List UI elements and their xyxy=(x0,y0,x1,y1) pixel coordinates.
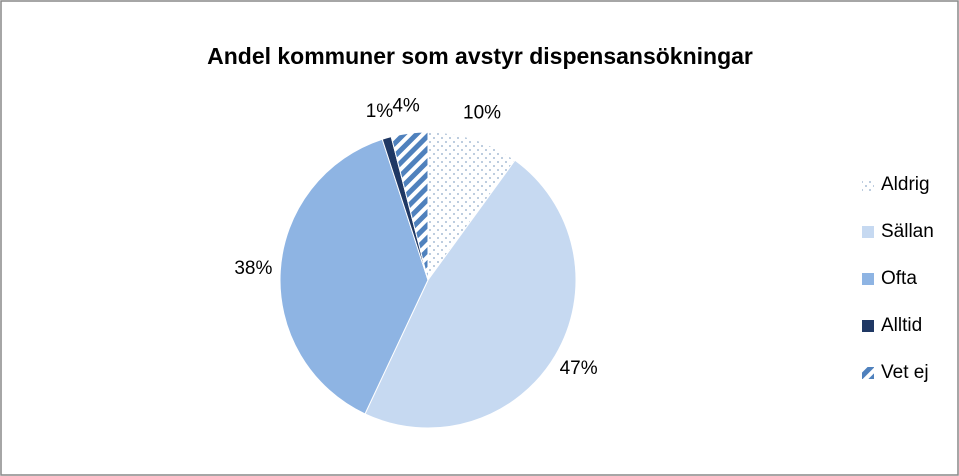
pie-slice xyxy=(279,138,429,415)
chart-title: Andel kommuner som avstyr dispensansökni… xyxy=(207,43,753,69)
legend-marker xyxy=(862,367,874,379)
legend-marker xyxy=(862,320,874,332)
pie-slice xyxy=(364,159,577,429)
legend-label: Sällan xyxy=(881,221,934,242)
data-label: 10% xyxy=(463,103,501,124)
legend-label: Aldrig xyxy=(881,174,930,195)
pie-slice xyxy=(390,131,429,281)
legend-label: Vet ej xyxy=(881,362,929,383)
legend-marker xyxy=(862,179,874,191)
data-label: 4% xyxy=(392,95,420,116)
legend-label: Alltid xyxy=(881,315,922,336)
data-label: 1% xyxy=(366,101,394,122)
data-label: 47% xyxy=(560,358,598,379)
legend-marker xyxy=(862,273,874,285)
legend-label: Ofta xyxy=(881,268,917,289)
pie-slice xyxy=(427,131,516,282)
legend-marker xyxy=(862,226,874,238)
data-label: 38% xyxy=(234,258,272,279)
